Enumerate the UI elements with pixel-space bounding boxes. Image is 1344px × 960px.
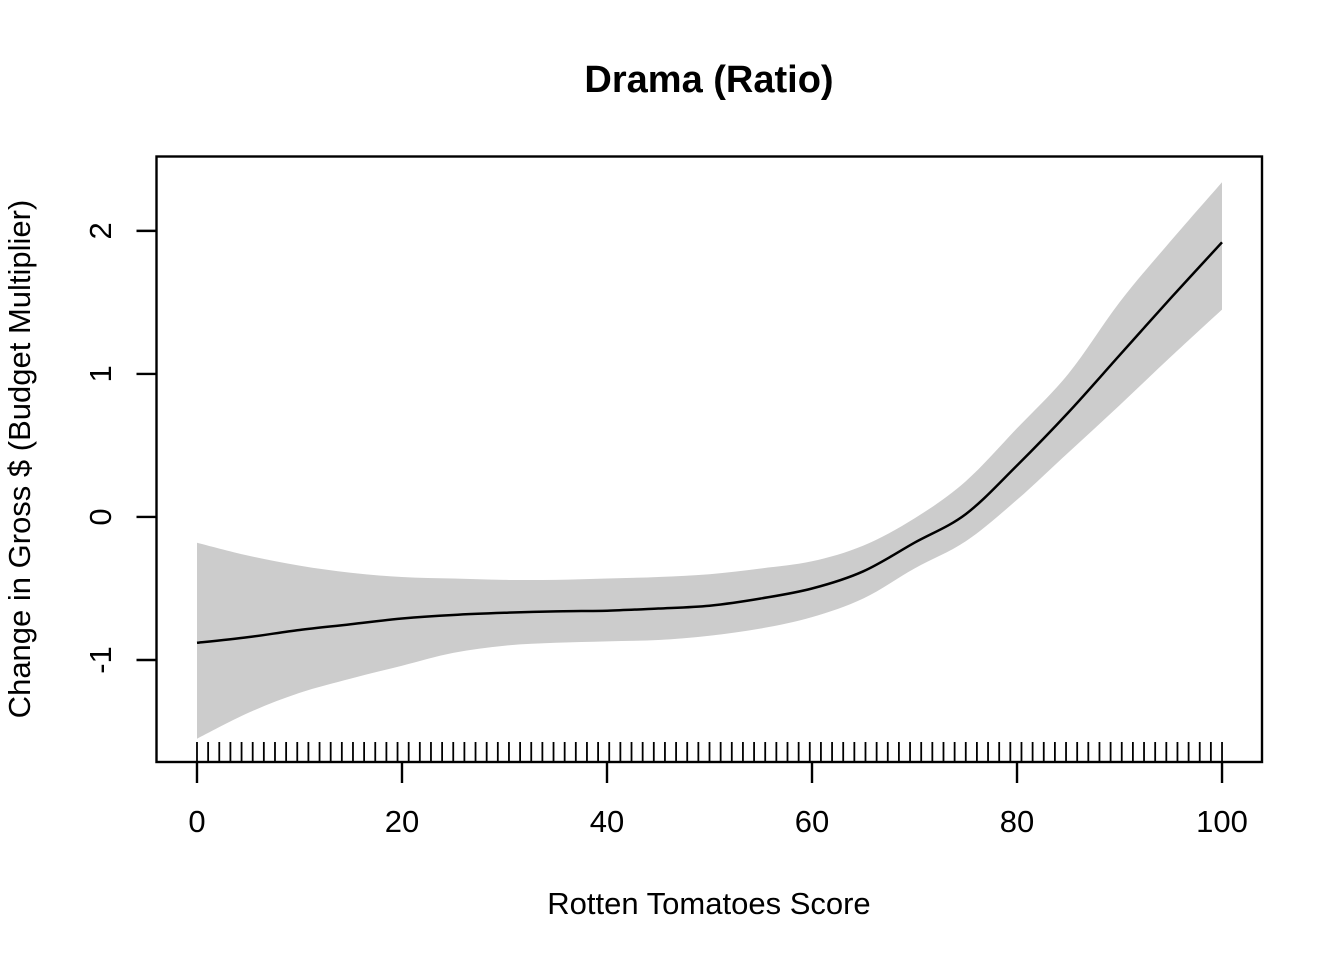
smooth-curve — [196, 241, 1223, 645]
x-tick-label: 80 — [1000, 804, 1034, 839]
y-tick-label: 1 — [83, 365, 118, 382]
y-axis-label: Change in Gross $ (Budget Multiplier) — [2, 200, 37, 719]
x-tick-label: 100 — [1196, 804, 1248, 839]
y-tick-label: -1 — [83, 646, 118, 674]
confidence-band-area — [197, 182, 1222, 739]
rug-marks — [196, 742, 1223, 762]
y-axis-ticks: -1 0 1 2 — [83, 222, 157, 674]
x-tick-label: 60 — [795, 804, 829, 839]
x-axis-ticks: 0 20 40 60 80 100 — [188, 762, 1248, 839]
y-tick-label: 2 — [83, 222, 118, 239]
plot-border — [155, 155, 1264, 764]
chart-title: Drama (Ratio) — [584, 59, 833, 101]
x-axis-label: Rotten Tomatoes Score — [547, 886, 870, 921]
smooth-curve-line — [196, 241, 1223, 645]
x-tick-label: 20 — [385, 804, 419, 839]
x-tick-label: 40 — [590, 804, 624, 839]
confidence-band — [197, 182, 1222, 739]
y-tick-label: 0 — [83, 508, 118, 525]
x-tick-label: 0 — [188, 804, 205, 839]
